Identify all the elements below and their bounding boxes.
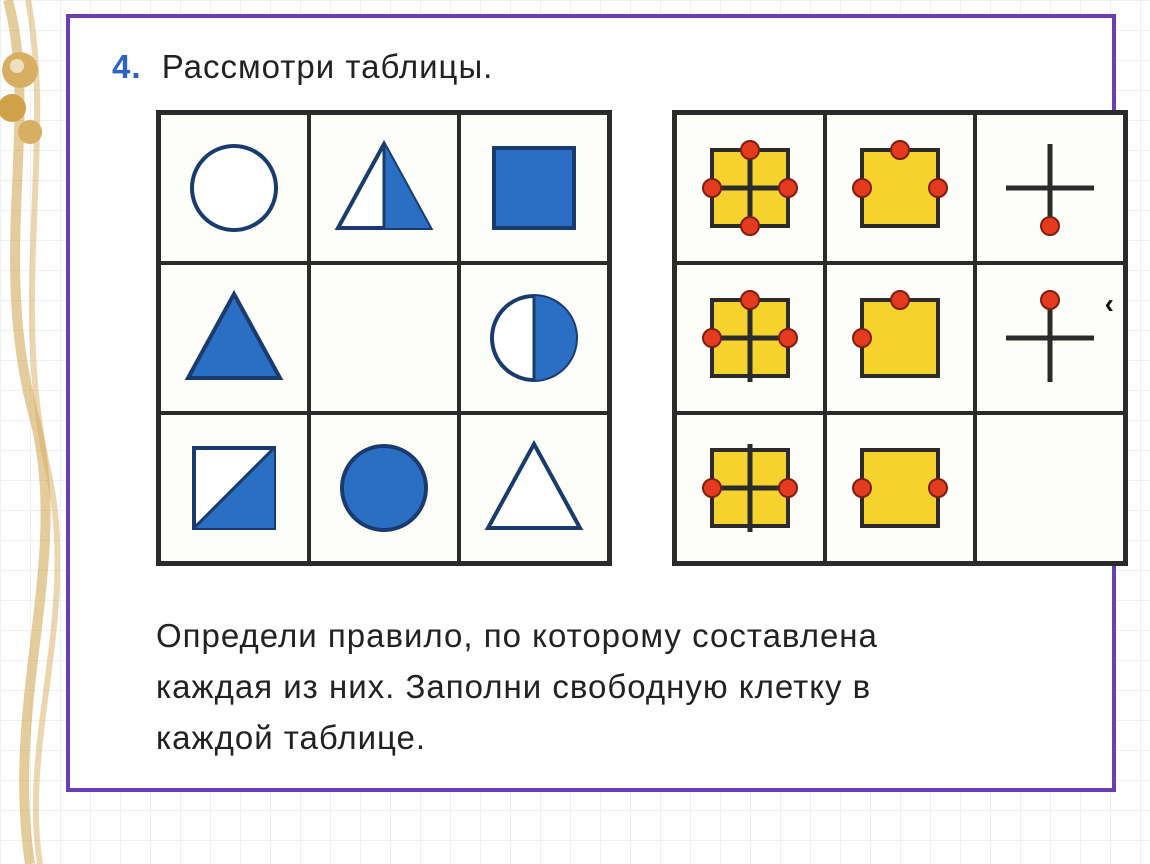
frame-cell xyxy=(825,113,975,263)
shape-cell xyxy=(159,263,309,413)
frame-cell xyxy=(975,413,1125,563)
task-heading: 4. Рассмотри таблицы. xyxy=(112,48,1076,86)
frame-cell xyxy=(675,263,825,413)
frame-cell xyxy=(975,263,1125,413)
task-body-line: каждая из них. Заполни свободную клетку … xyxy=(156,668,871,705)
frame-cell xyxy=(675,113,825,263)
stray-mark: ‹ xyxy=(1105,288,1114,320)
shape-cell xyxy=(159,113,309,263)
task-body-line: Определи правило, по которому составлена xyxy=(156,617,878,654)
frame-cell xyxy=(975,113,1125,263)
task-body: Определи правило, по которому составлена… xyxy=(156,610,1070,763)
frame-cell xyxy=(675,413,825,563)
shape-cell xyxy=(459,413,609,563)
task-body-line: каждой таблице. xyxy=(156,719,426,756)
shape-cell xyxy=(459,263,609,413)
shape-cell xyxy=(309,113,459,263)
left-shape-grid xyxy=(156,110,612,566)
task-number: 4. xyxy=(112,48,142,85)
shape-cell xyxy=(309,413,459,563)
right-frame-grid xyxy=(672,110,1128,566)
task-title: Рассмотри таблицы. xyxy=(162,48,494,85)
shape-cell xyxy=(459,113,609,263)
left-decoration xyxy=(0,0,60,864)
grids-row xyxy=(156,110,1076,566)
frame-cell xyxy=(825,263,975,413)
shape-cell xyxy=(309,263,459,413)
exercise-card: 4. Рассмотри таблицы. Определи правило, … xyxy=(66,14,1116,792)
shape-cell xyxy=(159,413,309,563)
frame-cell xyxy=(825,413,975,563)
